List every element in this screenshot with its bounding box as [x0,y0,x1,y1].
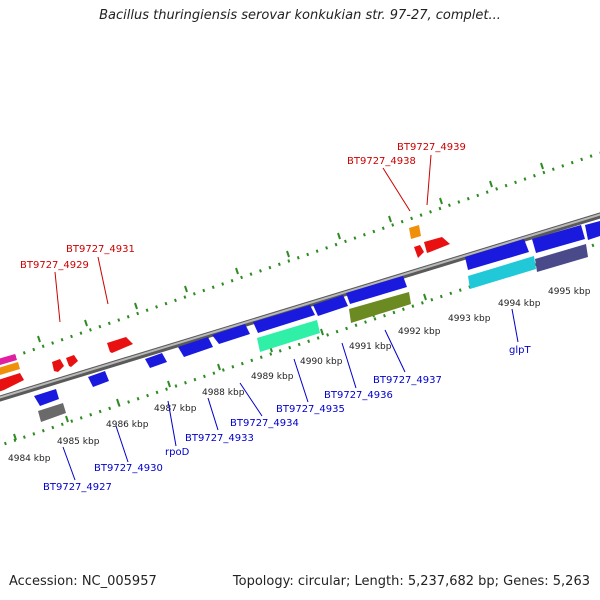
kbp-label: 4993 kbp [448,314,491,324]
gene-label-rpod[interactable]: rpoD [165,447,190,458]
gene-label-bt9727-4927[interactable]: BT9727_4927 [43,482,112,493]
kbp-label: 4994 kbp [498,299,541,309]
gene-red-bt9727-4931 [107,337,133,353]
gene-blue-edge [585,221,600,240]
gene-label-bt9727-4933[interactable]: BT9727_4933 [185,433,254,444]
gene-label-bt9727-4938[interactable]: BT9727_4938 [347,156,416,167]
kbp-label: 4987 kbp [154,404,197,414]
gene-blue-bt9727-4927 [34,389,59,406]
gene-red-bt9727-4929b [66,355,78,367]
gene-cyan-glpt [468,256,536,289]
genome-summary-text: Topology: circular; Length: 5,237,682 bp… [232,574,590,589]
gene-blue-bt9727-4930 [88,371,109,387]
gene-red-bt9727-4939 [424,237,450,253]
reverse-strand-genes [34,221,600,422]
forward-strand-genes [0,225,450,392]
gene-red-bt9727-4929a [52,359,64,372]
gene-red-small [414,245,424,258]
gene-orange-edge [0,362,20,375]
gene-blue-glpt-a [465,239,529,270]
kbp-label: 4992 kbp [398,327,441,337]
bottom-gene-labels: BT9727_4927 BT9727_4930 rpoD BT9727_4933… [43,345,531,493]
kbp-label: 4989 kbp [251,372,294,382]
gene-orange-bt9727-4938 [409,225,421,239]
gene-label-bt9727-4930[interactable]: BT9727_4930 [94,463,163,474]
kbp-label: 4995 kbp [548,287,591,297]
gene-blue-glpt-b [532,225,585,253]
gene-mint-bt9727-4935 [257,320,320,352]
gene-red-edge [0,373,24,392]
kbp-label: 4985 kbp [57,437,100,447]
gene-label-bt9727-4939[interactable]: BT9727_4939 [397,142,466,153]
genome-backbone-highlight [0,213,600,399]
upper-tick-track [0,151,600,363]
gene-slate-glpt [535,244,588,272]
gene-blue-bt9727-4933 [178,337,213,357]
accession-text: Accession: NC_005957 [9,574,157,589]
upper-major-ticks [37,162,544,343]
gene-blue-bt9727-4934 [212,324,250,344]
top-gene-labels: BT9727_4929 BT9727_4931 BT9727_4938 BT97… [20,142,466,271]
gene-label-bt9727-4936[interactable]: BT9727_4936 [324,390,393,401]
gene-blue-bt9727-4937 [346,276,407,304]
gene-blue-bt9727-4935 [253,305,315,333]
gene-magenta-edge [0,354,17,365]
kbp-label: 4988 kbp [202,388,245,398]
gene-label-glpt[interactable]: glpT [509,345,531,356]
gene-label-bt9727-4934[interactable]: BT9727_4934 [230,418,299,429]
kbp-label: 4990 kbp [300,357,343,367]
gene-label-bt9727-4929[interactable]: BT9727_4929 [20,260,89,271]
gene-label-bt9727-4935[interactable]: BT9727_4935 [276,404,345,415]
kbp-label: 4991 kbp [349,342,392,352]
bottom-leader-lines [62,308,519,481]
gene-blue-rpod [145,353,167,368]
gene-label-bt9727-4931[interactable]: BT9727_4931 [66,244,135,255]
gene-blue-bt9727-4936 [313,295,348,316]
gene-olive-bt9727-4937 [349,292,411,323]
gene-gray-bt9727-4927 [38,403,66,422]
kbp-scale-labels: 4984 kbp 4985 kbp 4986 kbp 4987 kbp 4988… [8,287,591,464]
kbp-label: 4986 kbp [106,420,149,430]
kbp-label: 4984 kbp [8,454,51,464]
top-leader-lines [54,154,432,323]
lower-major-ticks [13,258,529,441]
gene-label-bt9727-4937[interactable]: BT9727_4937 [373,375,442,386]
map-title: Bacillus thuringiensis serovar konkukian… [99,8,501,23]
